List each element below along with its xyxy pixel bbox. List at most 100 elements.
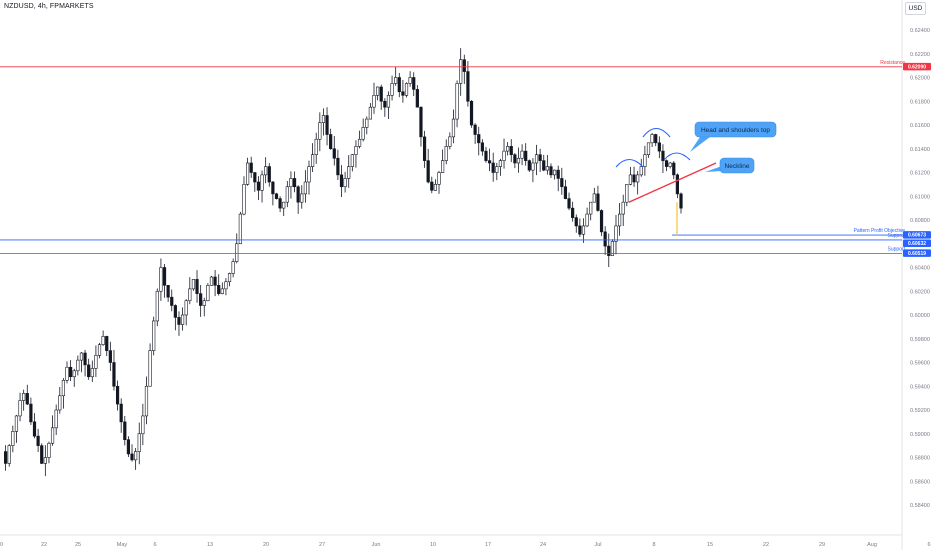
candle-body (101, 336, 105, 345)
candle-body (105, 336, 109, 351)
candle-body (383, 100, 387, 108)
candle-body (170, 296, 174, 306)
candle-body (379, 86, 383, 102)
candle-body (592, 193, 596, 203)
candle-body (599, 210, 604, 233)
candle-body (264, 166, 268, 176)
candle-body (545, 166, 549, 171)
x-tick-label: 29 (819, 542, 825, 548)
candle-body (209, 276, 214, 286)
candle-body (115, 385, 120, 405)
candle-body (184, 300, 188, 316)
candle-body (350, 154, 354, 167)
y-tick-label: 0.60800 (910, 218, 930, 224)
candle-body (498, 160, 503, 167)
x-tick-label: 15 (707, 542, 713, 548)
candle-body (487, 160, 492, 164)
candle-body (397, 77, 401, 93)
candle-body (654, 134, 658, 144)
candle-body (560, 178, 564, 188)
candle-body (477, 134, 481, 144)
candle-body (65, 366, 69, 381)
callout-box (694, 121, 777, 138)
candle-body (462, 59, 466, 72)
candle-body (7, 445, 11, 464)
candle-body (394, 77, 398, 84)
candle-body (285, 186, 289, 203)
candle-body (90, 368, 94, 378)
candle-body (307, 166, 311, 183)
y-tick-label: 0.60400 (910, 266, 930, 272)
candle-body (412, 77, 416, 90)
candle-body (238, 213, 242, 245)
candle-body (646, 142, 651, 155)
x-tick-label: 20 (263, 542, 269, 548)
candle-body (426, 160, 430, 183)
callout-text: Neckline (725, 163, 750, 170)
candle-body (549, 166, 553, 176)
y-tick-label: 0.59800 (910, 337, 930, 343)
candle-body (224, 281, 228, 290)
x-tick-label: 6 (927, 542, 930, 548)
symbol-label: NZDUSD, 4h, FPMARKETS (4, 3, 94, 10)
candle-body (491, 162, 495, 173)
level-label: Support (887, 246, 905, 252)
level-label: Resistance (880, 60, 905, 66)
candle-body (661, 150, 665, 161)
candle-body (643, 154, 647, 167)
candle-body (231, 261, 235, 274)
currency-button[interactable]: USD (905, 2, 926, 15)
candle-body (69, 366, 73, 378)
candle-body (36, 435, 40, 446)
candle-body (390, 83, 394, 96)
level-badge-value: 0.60519 (908, 251, 926, 257)
candle-body (466, 71, 470, 102)
candle-body (657, 142, 661, 152)
candle-body (260, 174, 264, 191)
y-tick-label: 0.60200 (910, 289, 930, 295)
candle-body (94, 355, 98, 369)
y-tick-label: 0.59200 (910, 408, 930, 414)
candle-body (480, 142, 484, 152)
candles-group (4, 48, 683, 477)
y-tick-label: 0.61800 (910, 99, 930, 105)
candle-body (386, 95, 391, 108)
candle-body (325, 115, 329, 135)
candle-body (83, 352, 87, 366)
x-tick-label: 27 (319, 542, 325, 548)
candle-body (195, 279, 199, 294)
candle-body (227, 273, 232, 283)
candle-body (159, 267, 163, 292)
candle-body (292, 178, 297, 188)
x-tick-label: 8 (652, 542, 655, 548)
candle-body (245, 162, 250, 185)
x-tick-label: Aug (867, 542, 877, 548)
candle-body (664, 160, 669, 167)
candle-body (415, 89, 419, 108)
candle-body (206, 285, 210, 302)
candle-body (278, 198, 282, 209)
candle-body (321, 115, 326, 123)
candle-body (610, 241, 614, 256)
candle-body (419, 106, 423, 138)
candle-body (513, 154, 517, 164)
callout-tail (705, 166, 722, 172)
callout-box (719, 157, 755, 174)
candle-body (451, 118, 456, 138)
candle-body (119, 403, 123, 423)
candle-body (300, 193, 304, 203)
candle-body (448, 136, 452, 147)
candle-body (87, 364, 91, 378)
level-badge (903, 231, 931, 239)
candle-body (256, 181, 261, 191)
candle-body (123, 421, 127, 440)
candle-body (628, 174, 633, 185)
y-tick-label: 0.58600 (910, 479, 930, 485)
candle-body (506, 146, 510, 152)
candle-body (130, 453, 134, 461)
callout-tail (690, 137, 710, 152)
candle-body (11, 431, 15, 446)
candle-body (444, 146, 448, 161)
